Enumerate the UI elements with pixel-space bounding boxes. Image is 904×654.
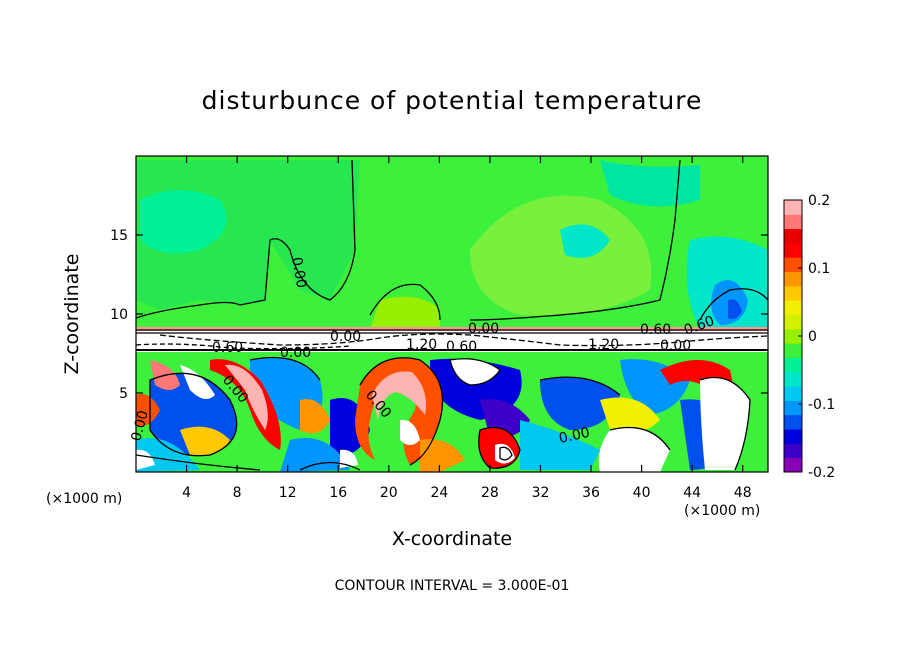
x-tick-label: 8 bbox=[233, 485, 242, 501]
contour-label: 0.60 bbox=[446, 339, 477, 355]
x-tick-label: 12 bbox=[279, 485, 297, 501]
colorbar-swatch bbox=[784, 343, 802, 358]
contour-label: 0.60 bbox=[212, 340, 243, 356]
contour-label: 1.20 bbox=[406, 337, 437, 353]
colorbar-tick-label: 0.1 bbox=[808, 261, 830, 277]
x-axis-ticks: 4 8 12 16 20 24 28 32 36 40 44 48 bbox=[182, 156, 752, 501]
contour-label: 0.00 bbox=[128, 409, 152, 443]
chart-title: disturbunce of potential temperature bbox=[201, 86, 703, 115]
colorbar-tick-label: -0.2 bbox=[808, 465, 835, 481]
colorbar-swatch bbox=[784, 314, 802, 330]
y-tick-label: 5 bbox=[119, 386, 128, 402]
x-tick-label: 24 bbox=[430, 485, 448, 501]
y-tick-label: 15 bbox=[110, 228, 128, 244]
colorbar-swatch bbox=[784, 414, 802, 430]
colorbar-swatch bbox=[784, 228, 802, 244]
colorbar-tick-label: 0 bbox=[808, 329, 817, 345]
colorbar-swatch bbox=[784, 242, 802, 258]
contour-interval-note: CONTOUR INTERVAL = 3.000E-01 bbox=[334, 578, 570, 594]
colorbar-swatch bbox=[784, 429, 802, 444]
colorbar-swatch bbox=[784, 200, 802, 215]
colorbar-tick-label: -0.1 bbox=[808, 397, 835, 413]
x-tick-label: 16 bbox=[329, 485, 347, 501]
colorbar-swatch bbox=[784, 257, 802, 273]
colorbar-swatch bbox=[784, 285, 802, 301]
contour-label: 0.00 bbox=[558, 425, 592, 447]
x-tick-label: 44 bbox=[683, 485, 701, 501]
contour-label: 0.60 bbox=[640, 322, 671, 338]
colorbar-swatch bbox=[784, 400, 802, 416]
x-tick-label: 36 bbox=[582, 485, 600, 501]
contour-label: 0.00 bbox=[280, 345, 311, 361]
colorbar: 0.2 0.1 0 -0.1 -0.2 bbox=[783, 193, 835, 481]
colorbar-tick-label: 0.2 bbox=[808, 193, 830, 209]
colorbar-swatch bbox=[784, 214, 802, 230]
colorbar-swatch bbox=[784, 386, 802, 401]
heatmap-field bbox=[136, 156, 768, 472]
y-axis-ticks: 5 10 15 bbox=[110, 228, 768, 402]
contour-label: 0.00 bbox=[660, 338, 691, 354]
colorbar-swatch bbox=[784, 371, 802, 387]
contour-label: 0.00 bbox=[468, 321, 499, 337]
y-tick-label: 10 bbox=[110, 307, 128, 323]
x-tick-label: 28 bbox=[481, 485, 499, 501]
contour-label: 0.00 bbox=[330, 329, 361, 345]
x-tick-label: 40 bbox=[633, 485, 651, 501]
colorbar-swatch bbox=[784, 328, 802, 344]
contour-label: 1.20 bbox=[588, 337, 619, 353]
x-axis-unit-left: (×1000 m) bbox=[46, 491, 123, 507]
colorbar-swatch bbox=[784, 443, 802, 459]
colorbar-swatch bbox=[784, 357, 802, 373]
x-tick-label: 48 bbox=[734, 485, 752, 501]
y-axis-label: Z-coordinate bbox=[61, 253, 83, 375]
x-tick-label: 20 bbox=[380, 485, 398, 501]
contour-label: 0.00 bbox=[288, 256, 309, 289]
colorbar-swatch bbox=[784, 300, 802, 316]
x-axis-unit-right: (×1000 m) bbox=[684, 503, 761, 519]
x-axis-label: X-coordinate bbox=[391, 528, 513, 550]
x-tick-label: 32 bbox=[532, 485, 550, 501]
colorbar-swatch bbox=[784, 457, 802, 473]
x-tick-label: 4 bbox=[182, 485, 191, 501]
colorbar-swatch bbox=[784, 271, 802, 287]
